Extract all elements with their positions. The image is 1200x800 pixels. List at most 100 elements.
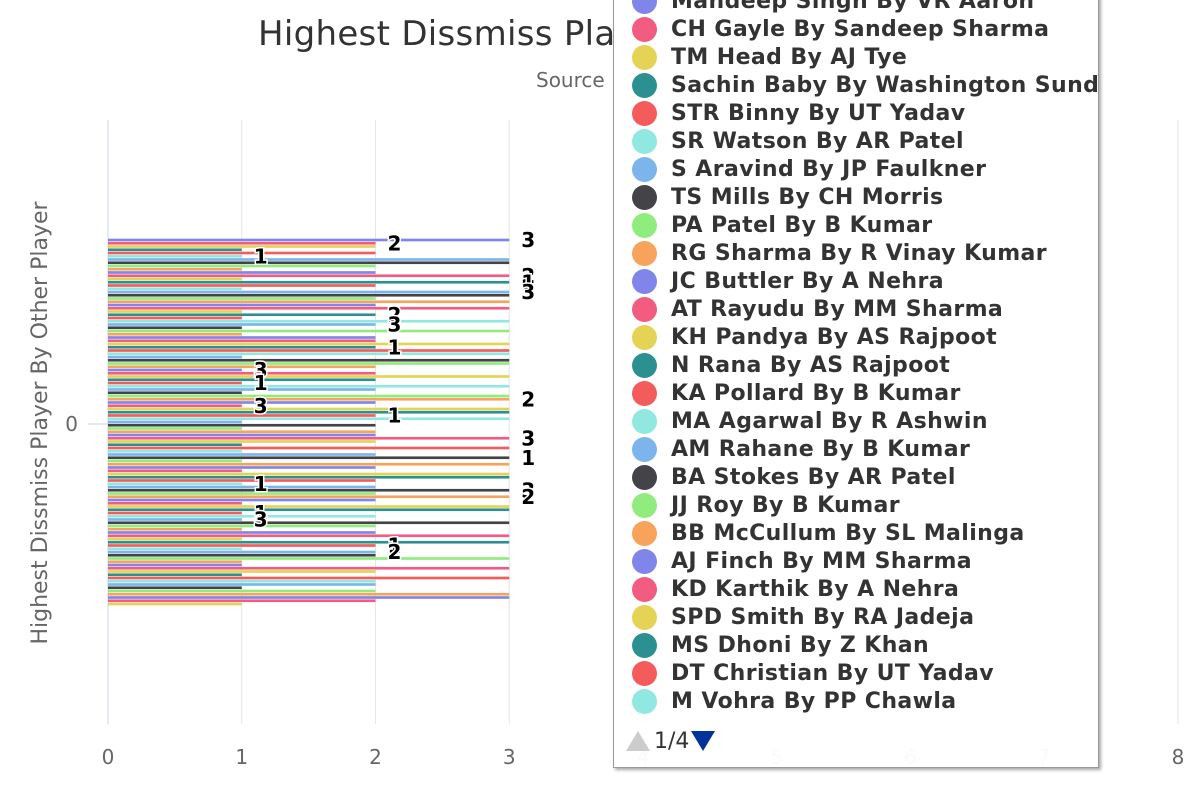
bar xyxy=(108,440,376,443)
x-tick-label: 2 xyxy=(369,745,382,769)
bar xyxy=(108,238,510,242)
legend-label: KH Pandya By AS Rajpoot xyxy=(671,324,998,350)
legend-swatch xyxy=(632,296,657,322)
bar xyxy=(108,264,376,268)
y-tick-label: 0 xyxy=(65,412,78,436)
legend-label: TS Mills By CH Morris xyxy=(671,184,944,210)
bar xyxy=(108,534,510,538)
legend-page-indicator: 1/4 xyxy=(654,728,690,754)
legend-item[interactable]: M Vohra By PP Chawla xyxy=(632,687,957,715)
legend-label: JC Buttler By A Nehra xyxy=(671,268,944,294)
legend-item[interactable]: KD Karthik By A Nehra xyxy=(632,575,959,603)
bar xyxy=(108,297,376,300)
bar xyxy=(108,453,376,456)
data-label: 3 xyxy=(521,426,535,450)
legend-page-down-icon[interactable] xyxy=(691,731,716,751)
legend-pager: 1/4 xyxy=(626,725,716,757)
bar xyxy=(108,332,242,336)
legend-item[interactable]: SR Watson By AR Patel xyxy=(632,127,964,155)
legend-item[interactable]: SPD Smith By RA Jadeja xyxy=(632,603,974,631)
bar xyxy=(108,540,510,544)
bar xyxy=(108,313,376,317)
legend-item[interactable]: KH Pandya By AS Rajpoot xyxy=(632,323,997,351)
legend-swatch xyxy=(632,44,657,70)
bar xyxy=(108,579,376,583)
bar xyxy=(108,508,510,512)
bar xyxy=(108,277,242,281)
legend-item[interactable]: N Rana By AS Rajpoot xyxy=(632,351,950,379)
bar xyxy=(108,492,376,495)
bar xyxy=(108,410,510,414)
bar xyxy=(108,336,376,339)
bar xyxy=(108,404,242,408)
legend-item[interactable]: TM Head By AJ Tye xyxy=(632,43,907,71)
bar xyxy=(108,472,510,476)
bar xyxy=(108,258,510,261)
bar xyxy=(108,417,510,421)
bar xyxy=(108,550,376,554)
bar xyxy=(108,362,510,365)
legend-item[interactable]: BB McCullum By SL Malinga xyxy=(632,519,1025,547)
bar xyxy=(108,479,376,482)
legend-item[interactable]: MS Dhoni By Z Khan xyxy=(632,631,929,659)
legend-label: BA Stokes By AR Patel xyxy=(671,464,956,490)
legend-item[interactable]: JJ Roy By B Kumar xyxy=(632,491,900,519)
bar xyxy=(108,560,242,564)
bar xyxy=(108,436,510,440)
bar xyxy=(108,547,242,551)
data-label: 1 xyxy=(254,371,268,395)
legend-item[interactable]: RG Sharma By R Vinay Kumar xyxy=(632,239,1047,267)
bar xyxy=(108,599,376,603)
bar xyxy=(108,371,376,375)
legend-swatch xyxy=(632,380,657,406)
legend-swatch xyxy=(632,660,657,686)
bar xyxy=(108,394,510,398)
legend-label: AT Rayudu By MM Sharma xyxy=(671,296,1004,322)
legend-item[interactable]: TS Mills By CH Morris xyxy=(632,183,944,211)
data-label: 2 xyxy=(521,387,535,411)
data-label: 2 xyxy=(521,485,535,509)
bar xyxy=(108,300,510,304)
bar xyxy=(108,384,510,388)
legend-item[interactable]: KA Pollard By B Kumar xyxy=(632,379,961,407)
bar xyxy=(108,495,510,499)
bar xyxy=(108,557,510,560)
legend-item[interactable]: DT Christian By UT Yadav xyxy=(632,659,994,687)
legend-label: KA Pollard By B Kumar xyxy=(671,380,961,406)
legend-swatch xyxy=(632,464,657,490)
legend-item[interactable]: S Aravind By JP Faulkner xyxy=(632,155,986,183)
legend-label: KD Karthik By A Nehra xyxy=(671,576,960,602)
legend-swatch xyxy=(632,156,657,182)
legend-item[interactable]: AT Rayudu By MM Sharma xyxy=(632,295,1003,323)
legend-label: M Vohra By PP Chawla xyxy=(671,688,957,714)
data-label: 1 xyxy=(254,472,268,496)
legend-swatch xyxy=(632,0,657,14)
data-label: 3 xyxy=(254,358,268,382)
bar xyxy=(108,430,376,434)
legend-item[interactable]: PA Patel By B Kumar xyxy=(632,211,933,239)
data-label: 2 xyxy=(388,231,402,255)
bar xyxy=(108,446,510,450)
legend-swatch xyxy=(632,436,657,462)
bar xyxy=(108,553,376,557)
legend-item[interactable]: AJ Finch By MM Sharma xyxy=(632,547,972,575)
legend: Mandeep Singh By VR Aaron CH Gayle By San… xyxy=(613,0,1099,768)
bar xyxy=(108,511,242,515)
legend-page-up-icon[interactable] xyxy=(626,731,650,751)
legend-item[interactable]: STR Binny By UT Yadav xyxy=(632,99,965,127)
legend-item[interactable]: JC Buttler By A Nehra xyxy=(632,267,944,295)
bar xyxy=(108,397,510,401)
legend-item[interactable]: AM Rahane By B Kumar xyxy=(632,435,970,463)
legend-swatch xyxy=(632,408,657,434)
bar xyxy=(108,339,376,343)
legend-swatch xyxy=(632,520,657,546)
legend-item[interactable]: Sachin Baby By Washington Sundar xyxy=(632,71,1098,99)
legend-item[interactable]: CH Gayle By Sandeep Sharma xyxy=(632,15,1049,43)
legend-item[interactable]: BA Stokes By AR Patel xyxy=(632,463,956,491)
bar xyxy=(108,531,376,534)
legend-item[interactable]: MA Agarwal By R Ashwin xyxy=(632,407,988,435)
bar xyxy=(108,303,376,307)
legend-item[interactable]: Mandeep Singh By VR Aaron xyxy=(632,0,1034,15)
bar xyxy=(108,537,242,541)
